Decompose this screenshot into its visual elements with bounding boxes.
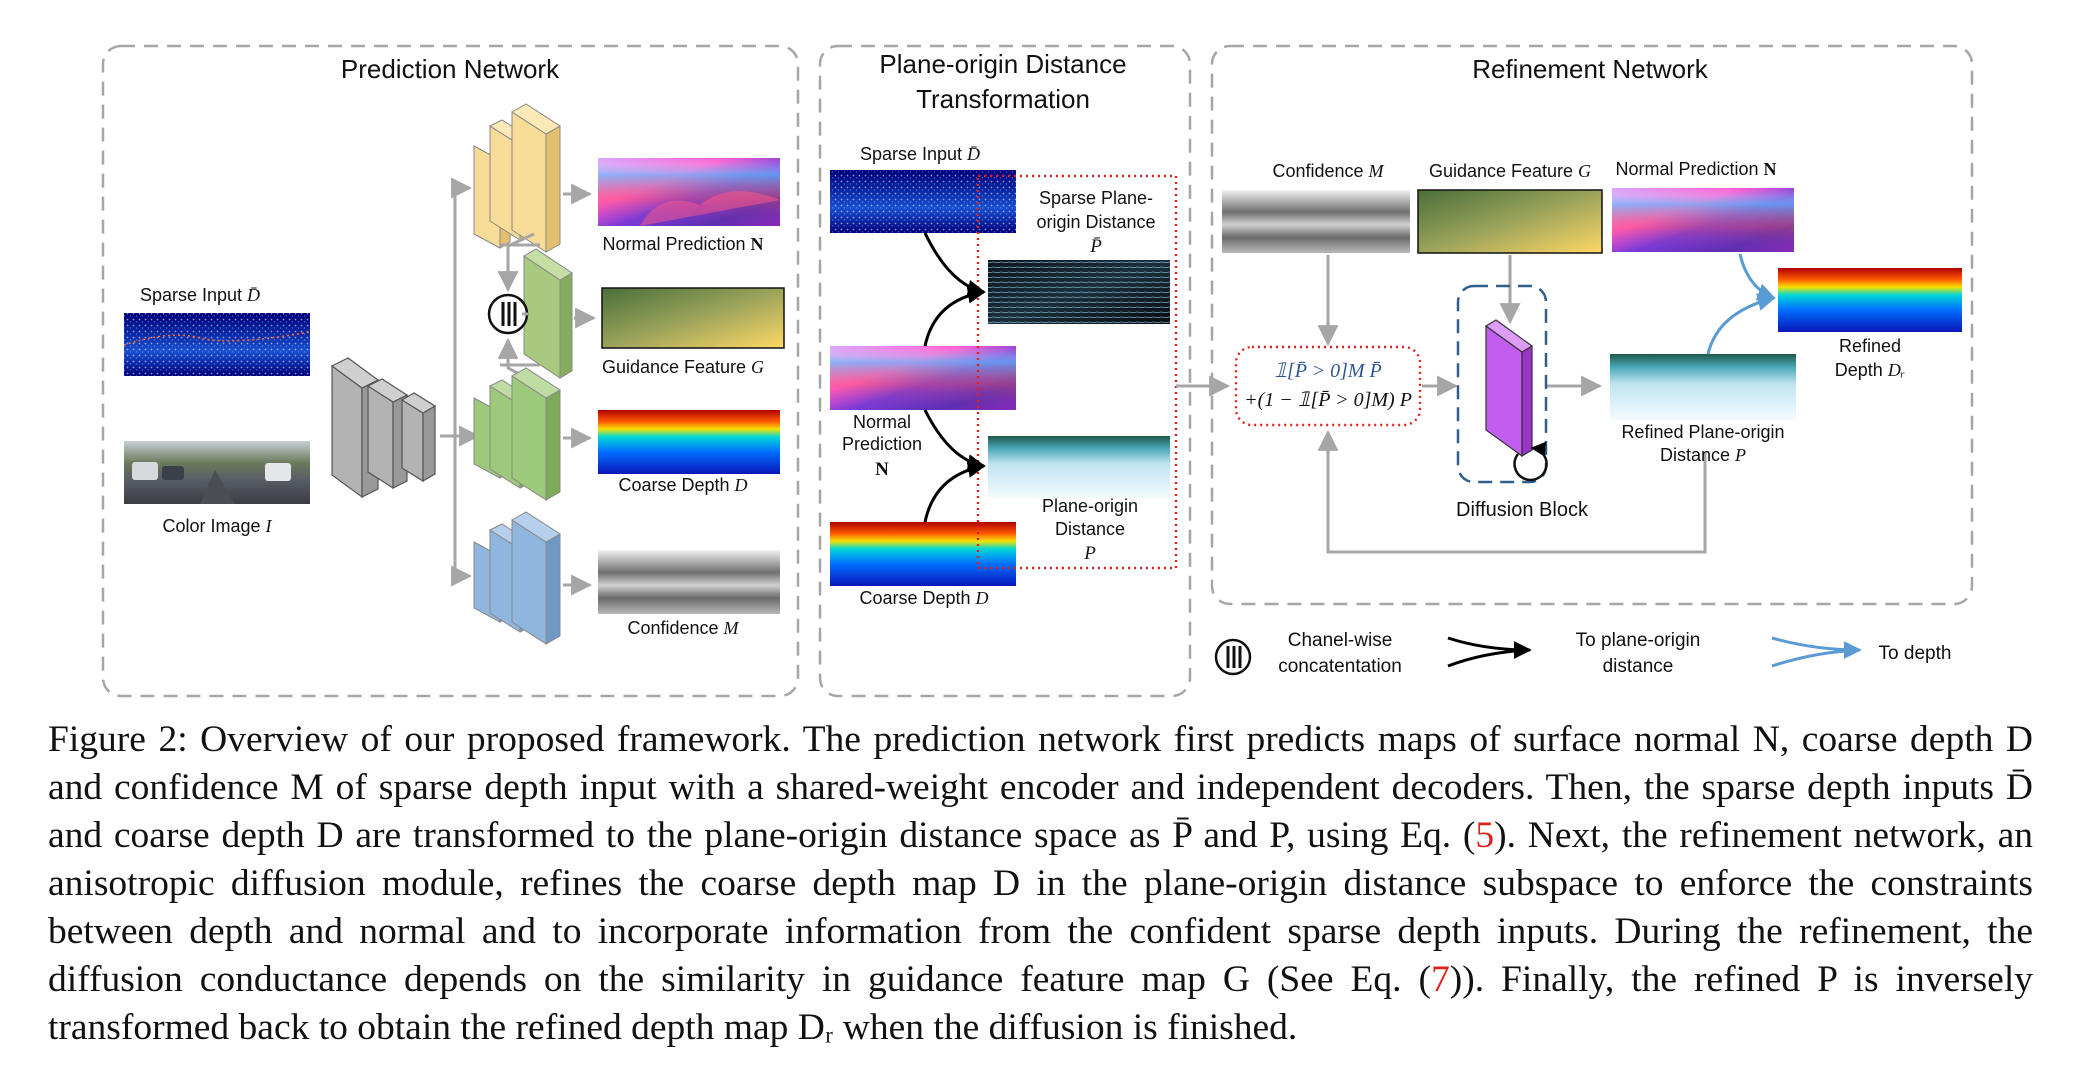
pod-map	[988, 436, 1170, 498]
sparse-pod-label-sym: P̄	[1089, 236, 1102, 257]
color-image	[124, 441, 310, 504]
pod-sparse-input-label: Sparse Input D̄	[860, 144, 980, 164]
formula-line-2: +(1 − 𝟙[P̄ > 0]M) P	[1244, 389, 1412, 411]
pod-normal-label-2: Prediction	[842, 434, 922, 454]
refined-pod-label-2: Distance P	[1660, 445, 1746, 465]
legend-to-depth-label: To depth	[1879, 643, 1952, 664]
legend-to-pod-icon	[1447, 636, 1532, 668]
framework-diagram: Prediction Network Plane-origin Distance…	[101, 44, 1974, 698]
transformation-title-line2: Transformation	[916, 84, 1090, 114]
color-image-label: Color Image I	[162, 516, 272, 536]
formula-box	[1234, 345, 1422, 427]
legend-concat-icon	[1214, 638, 1252, 676]
ref-confidence-label: Confidence M	[1272, 161, 1384, 181]
legend-to-pod-label-1: To plane-origin	[1576, 630, 1701, 651]
refined-pod-map	[1610, 354, 1796, 420]
pod-label-2: Distance	[1055, 519, 1125, 539]
pod-normal-label-1: Normal	[853, 412, 911, 432]
coarse-depth-label: Coarse Depth D	[618, 475, 747, 495]
concat-icon	[487, 293, 529, 335]
caption-tail: )). Finally, the refined P is inversely …	[48, 959, 2033, 1048]
sparse-pod-dotted-box	[976, 174, 1178, 570]
to-depth-arrows	[1706, 253, 1776, 355]
sparse-input-map	[123, 313, 311, 376]
sparse-pod-label-2: origin Distance	[1036, 212, 1155, 232]
ref-confidence-map	[1222, 190, 1410, 253]
guidance-decoder	[523, 248, 573, 379]
pod-coarse-depth-map	[830, 522, 1016, 586]
sparse-pod-label-1: Sparse Plane-	[1039, 188, 1153, 208]
caption-lead: Figure 2: Overview of our proposed frame…	[48, 719, 2033, 856]
refined-depth-label-2: Depth Dᵣ	[1835, 360, 1906, 380]
ref-normal-map	[1612, 188, 1794, 252]
encoder-branch-arrows	[440, 177, 481, 587]
refinement-network-title: Refinement Network	[1472, 54, 1709, 84]
confidence-label: Confidence M	[627, 618, 739, 638]
pod-sparse-input-map	[830, 170, 1016, 233]
confidence-map	[598, 550, 780, 614]
legend-concat-label-1: Chanel-wise	[1288, 630, 1393, 651]
formula-line-1: 𝟙[P̄ > 0]M P̄	[1274, 360, 1382, 382]
figure-caption: Figure 2: Overview of our proposed frame…	[48, 716, 2033, 1052]
refined-depth-map	[1778, 268, 1962, 332]
shared-encoder	[330, 357, 437, 499]
refinement-arrows	[1317, 255, 1707, 554]
diffusion-loop-arrow	[1513, 441, 1548, 482]
normal-prediction-map	[598, 158, 780, 226]
prediction-network-title: Prediction Network	[341, 54, 560, 84]
to-pod-arrows	[923, 232, 986, 523]
refinement-network-frame	[1210, 44, 1974, 606]
normal-prediction-label: Normal Prediction N	[602, 234, 763, 254]
diffusion-block-frame	[1456, 284, 1548, 484]
pod-label-sym: P	[1083, 543, 1096, 564]
caption-eq-ref-7[interactable]: 7	[1430, 959, 1450, 1000]
guidance-feature-label: Guidance Feature G	[602, 357, 764, 377]
diffusion-block-label: Diffusion Block	[1456, 499, 1589, 521]
pod-normal-map	[830, 346, 1016, 410]
legend-to-depth-icon	[1771, 636, 1862, 668]
ref-guidance-map	[1417, 189, 1603, 254]
sparse-pod-map	[988, 260, 1170, 324]
pod-normal-label-sym: N	[875, 459, 889, 480]
legend-to-pod-label-2: distance	[1603, 656, 1674, 677]
legend-concat-label-2: concatentation	[1278, 656, 1402, 677]
ref-guidance-label: Guidance Feature G	[1429, 161, 1591, 181]
pod-label-1: Plane-origin	[1042, 496, 1138, 516]
caption-eq-ref-5[interactable]: 5	[1475, 815, 1495, 856]
diffusion-block	[1484, 319, 1534, 458]
pod-coarse-depth-label: Coarse Depth D	[859, 588, 988, 608]
transformation-title-line1: Plane-origin Distance	[879, 49, 1126, 79]
prediction-network-frame	[101, 44, 800, 698]
transformation-frame	[818, 44, 1192, 698]
refined-depth-label-1: Refined	[1839, 336, 1901, 356]
coarse-depth-decoder	[473, 367, 561, 501]
caption-mid: ). Next, the refinement network, an anis…	[48, 815, 2034, 1000]
refined-pod-label-1: Refined Plane-origin	[1621, 422, 1784, 442]
confidence-decoder	[473, 511, 561, 645]
coarse-depth-map	[598, 410, 780, 474]
normal-decoder	[473, 103, 561, 253]
guidance-feature-map	[601, 287, 785, 349]
sparse-input-label: Sparse Input D̄	[140, 285, 260, 305]
ref-normal-label: Normal Prediction N	[1615, 159, 1776, 179]
